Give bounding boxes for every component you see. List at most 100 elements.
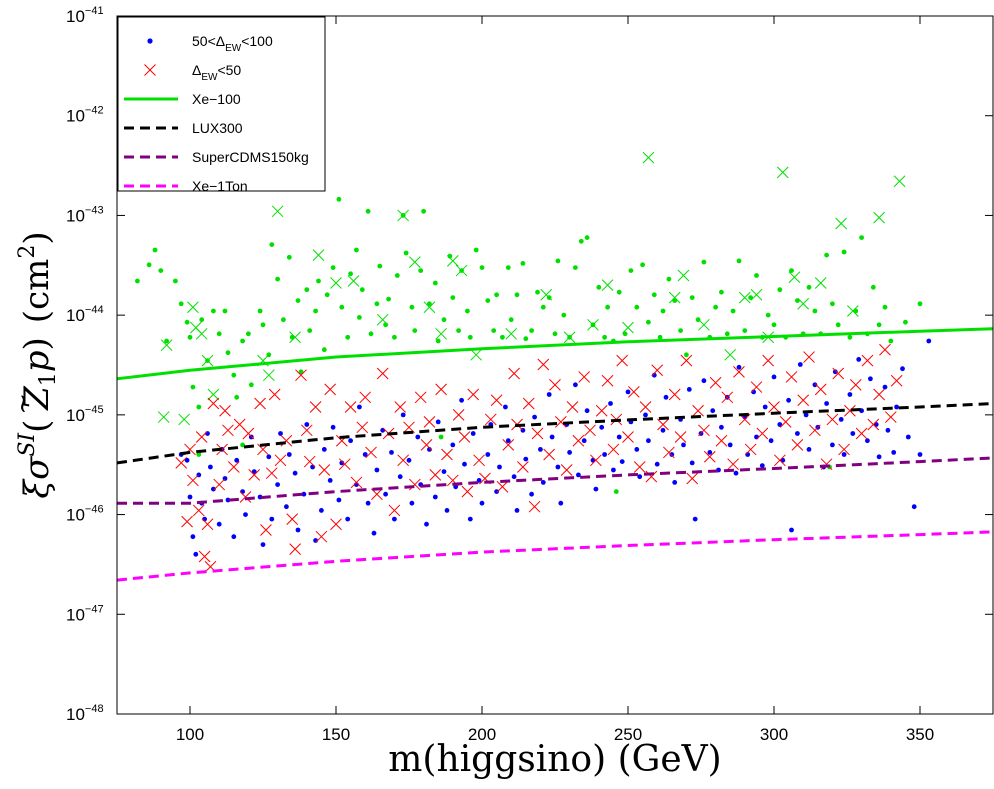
data-point [321, 347, 327, 353]
data-point-cross [262, 369, 275, 382]
data-point [435, 419, 441, 425]
data-point [485, 298, 491, 303]
legend: 50<ΔEW<100 ΔEW<50 Xe−100 LUX300 SuperCDMS150… [117, 16, 326, 194]
data-point [500, 334, 505, 340]
data-point [187, 334, 193, 340]
data-point-cross [776, 166, 789, 179]
data-point [730, 308, 736, 314]
data-point [540, 480, 546, 485]
data-point [178, 301, 184, 307]
data-point [310, 464, 315, 470]
data-point [365, 208, 371, 214]
data-point [911, 504, 917, 510]
data-point [535, 289, 540, 295]
data-point [196, 452, 202, 457]
data-point [736, 364, 742, 370]
data-point [505, 438, 511, 444]
data-point-cross [797, 394, 810, 407]
data-point-cross [254, 397, 266, 410]
data-point [596, 284, 602, 290]
y-label-tilde: ~ [8, 393, 38, 415]
data-point [599, 424, 605, 430]
data-point-cross [160, 339, 173, 352]
data-point [251, 469, 257, 474]
data-point-cross [423, 301, 436, 314]
data-point-cross [420, 439, 433, 451]
data-point [368, 331, 374, 337]
data-point [321, 447, 327, 452]
data-point [555, 258, 561, 264]
data-point [362, 452, 368, 457]
data-point-cross [595, 404, 608, 417]
data-point [882, 304, 888, 310]
data-point [216, 331, 222, 337]
data-point [295, 527, 301, 533]
data-point [824, 401, 829, 406]
data-point [838, 417, 844, 422]
data-point-cross [849, 378, 862, 391]
data-point [830, 442, 835, 448]
data-point [856, 357, 862, 362]
data-point [824, 252, 829, 258]
data-point [894, 404, 899, 410]
data-point-cross [496, 480, 509, 493]
data-point [669, 452, 675, 457]
data-point-cross [274, 454, 287, 467]
data-point [806, 284, 812, 290]
data-point [660, 308, 666, 314]
data-point-cross [668, 388, 681, 401]
data-point-cross [744, 443, 757, 456]
data-point [234, 457, 240, 463]
y-label-close: ) [17, 337, 57, 350]
data-point [514, 292, 520, 298]
data-point-cross [408, 256, 421, 269]
data-point [503, 404, 508, 410]
data-point [508, 317, 514, 323]
data-point-cross [733, 365, 745, 378]
data-point [847, 392, 853, 397]
data-point [491, 328, 497, 333]
data-point-cross [213, 478, 226, 491]
data-point [926, 338, 932, 344]
data-point [701, 259, 707, 265]
data-point-cross [809, 424, 821, 437]
data-point [567, 450, 572, 455]
y-label-sub: 1 [36, 372, 61, 386]
data-point [348, 271, 353, 277]
data-point [710, 408, 716, 414]
data-point [389, 450, 394, 455]
data-point [187, 494, 193, 500]
data-point [830, 301, 835, 307]
data-point-cross [756, 427, 769, 440]
data-point-cross [820, 458, 833, 471]
y-tick-label: 10−43 [66, 204, 104, 225]
data-point [523, 456, 529, 462]
data-point-cross [543, 448, 556, 461]
data-point-cross [222, 424, 234, 437]
data-point [462, 461, 467, 467]
data-point [494, 489, 499, 494]
data-point [222, 308, 228, 314]
data-point-cross [803, 351, 815, 363]
data-point [432, 494, 438, 500]
data-point [421, 208, 426, 214]
data-point-cross [835, 217, 848, 230]
data-point [465, 308, 470, 314]
data-point-cross [785, 371, 798, 383]
data-point [523, 336, 529, 342]
data-point-cross [537, 358, 550, 371]
data-point [432, 280, 438, 286]
data-point-cross [727, 458, 739, 471]
data-point-cross [309, 401, 322, 413]
data-point-cross [642, 151, 655, 164]
data-point [456, 328, 461, 333]
data-point-cross [814, 277, 827, 289]
data-point [173, 278, 178, 284]
data-point-cross [826, 413, 839, 426]
data-point [146, 262, 152, 268]
data-point [494, 292, 499, 298]
data-point [549, 434, 555, 440]
data-point [336, 196, 342, 202]
data-point-cross [873, 211, 885, 224]
data-point [336, 497, 342, 503]
